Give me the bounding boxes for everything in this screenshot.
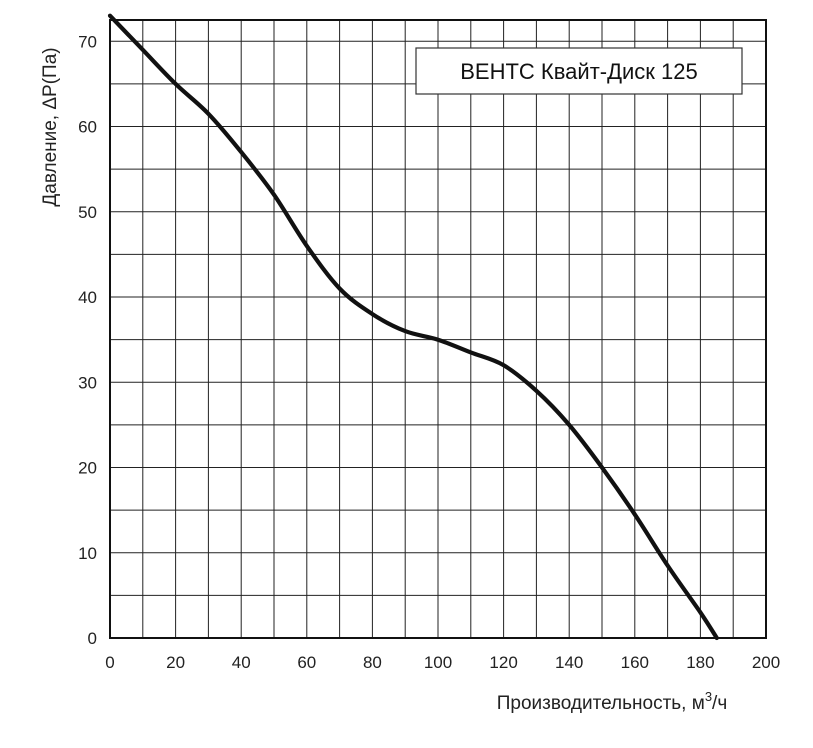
y-axis-title: Давление, ΔP(Па) bbox=[40, 47, 61, 206]
chart-title: ВЕНТС Квайт-Диск 125 bbox=[460, 59, 698, 84]
y-tick-label: 20 bbox=[78, 459, 97, 478]
y-tick-label: 30 bbox=[78, 373, 97, 392]
curve-layer bbox=[107, 13, 719, 641]
x-tick-label: 20 bbox=[166, 653, 185, 672]
y-tick-label: 50 bbox=[78, 203, 97, 222]
y-tick-label: 70 bbox=[78, 32, 97, 51]
y-tick-label: 60 bbox=[78, 118, 97, 137]
x-axis-title-main: Производительность, м bbox=[497, 693, 705, 714]
x-tick-label: 200 bbox=[752, 653, 780, 672]
pressure-curve-line bbox=[107, 13, 719, 641]
x-tick-label: 120 bbox=[489, 653, 517, 672]
grid bbox=[110, 20, 766, 638]
x-tick-label: 180 bbox=[686, 653, 714, 672]
y-tick-labels: 0 10 20 30 40 50 60 70 bbox=[78, 32, 97, 648]
y-tick-label: 10 bbox=[78, 544, 97, 563]
x-axis-title-sup: 3 bbox=[705, 689, 712, 704]
x-tick-label: 140 bbox=[555, 653, 583, 672]
x-tick-label: 60 bbox=[297, 653, 316, 672]
x-axis-title-tail: /ч bbox=[712, 693, 727, 714]
x-tick-label: 160 bbox=[621, 653, 649, 672]
x-tick-label: 40 bbox=[232, 653, 251, 672]
chart-title-box: ВЕНТС Квайт-Диск 125 bbox=[415, 47, 743, 95]
x-tick-label: 0 bbox=[105, 653, 114, 672]
y-tick-label: 40 bbox=[78, 288, 97, 307]
plot-frame bbox=[109, 19, 767, 639]
x-tick-label: 100 bbox=[424, 653, 452, 672]
x-tick-labels: 0 20 40 60 80 100 120 140 160 180 200 bbox=[105, 653, 780, 672]
y-tick-label: 0 bbox=[88, 629, 97, 648]
x-axis-title: Производительность, м3/ч bbox=[497, 689, 727, 714]
x-tick-label: 80 bbox=[363, 653, 382, 672]
